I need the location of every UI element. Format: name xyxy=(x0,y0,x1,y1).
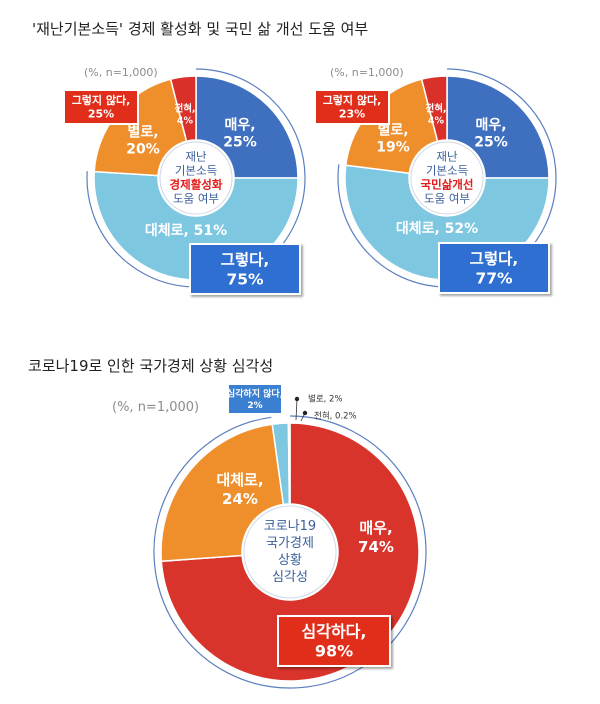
slice-value-2: 20% xyxy=(126,142,160,158)
slice-1 xyxy=(160,423,285,563)
center-label-1: 기본소득 xyxy=(426,164,468,178)
slice-3 xyxy=(169,75,197,143)
slice-value-3: 4% xyxy=(177,115,194,126)
slice-name-0: 매우, xyxy=(475,117,506,133)
callout-dot-3 xyxy=(302,410,308,416)
group-name-0: 그렇다, xyxy=(221,251,270,269)
slice-value-0: 25% xyxy=(223,135,257,151)
callout-label-3: 전혀, 0.2% xyxy=(314,411,357,422)
slice-name-0: 매우, xyxy=(224,117,255,133)
center-label-0: 코로나19 xyxy=(264,519,316,534)
center-label-3: 도움 여부 xyxy=(424,192,470,206)
group-box-1 xyxy=(314,89,390,125)
chart-3-note: (%, n=1,000) xyxy=(112,400,200,415)
group-box-0 xyxy=(438,242,550,294)
callout-label-2: 별로, 2% xyxy=(308,394,343,405)
slice-3 xyxy=(287,422,291,505)
callout-dot-2 xyxy=(294,396,300,402)
center-hole xyxy=(159,141,233,215)
slice-value-1: 24% xyxy=(222,490,258,508)
group-box-0 xyxy=(189,243,301,295)
slice-value-0: 25% xyxy=(474,135,508,151)
chart-3-title: 코로나19로 인한 국가경제 상황 심각성 xyxy=(28,357,274,375)
group-arc xyxy=(153,415,427,689)
chart-1-title: '재난기본소득' 경제 활성화 및 국민 삶 개선 도움 여부 xyxy=(32,20,369,38)
center-label-0: 재난 xyxy=(436,150,458,164)
callout-line-2 xyxy=(295,398,298,421)
center-label-2: 경제활성화 xyxy=(170,178,223,192)
chart-2-note: (%, n=1,000) xyxy=(330,66,404,79)
center-label-2: 국민삶개선 xyxy=(421,178,474,192)
slice-label-1: 대체로, 52% xyxy=(396,221,478,237)
slice-name-3: 전혀, xyxy=(174,103,195,115)
center-label-1: 국가경제 xyxy=(266,536,314,551)
slice-value-3: 4% xyxy=(428,115,445,126)
center-label-0: 재난 xyxy=(185,150,207,164)
group-value-0: 98% xyxy=(315,642,353,661)
slice-2 xyxy=(344,78,439,175)
group-box-1 xyxy=(227,383,283,415)
center-hole xyxy=(410,141,484,215)
slice-value-0: 74% xyxy=(358,538,394,556)
slice-name-3: 전혀, xyxy=(425,103,446,115)
slice-value-2: 19% xyxy=(376,140,410,156)
group-value-1: 25% xyxy=(88,107,114,120)
slice-0 xyxy=(195,75,299,179)
slice-2 xyxy=(93,78,188,177)
group-box-1 xyxy=(63,89,139,125)
center-label-1: 기본소득 xyxy=(175,164,217,178)
group-value-0: 77% xyxy=(475,270,513,288)
group-box-0 xyxy=(277,615,391,667)
group-name-1: 심각하지 않다, xyxy=(227,387,283,399)
group-value-1: 23% xyxy=(339,107,365,120)
slice-name-2: 별로, xyxy=(377,121,408,138)
group-name-1: 그렇지 않다, xyxy=(323,93,382,107)
slice-name-0: 매우, xyxy=(359,519,392,537)
slice-0 xyxy=(446,75,550,179)
slice-label-1: 대체로, 51% xyxy=(145,223,227,239)
group-name-0: 그렇다, xyxy=(470,250,519,268)
center-label-3: 심각성 xyxy=(272,570,308,585)
slice-name-2: 별로, xyxy=(127,123,158,140)
center-label-3: 도움 여부 xyxy=(173,192,219,206)
group-name-1: 그렇지 않다, xyxy=(72,93,131,107)
group-name-0: 심각하다, xyxy=(302,622,367,641)
group-value-1: 2% xyxy=(247,401,262,411)
slice-3 xyxy=(420,75,448,143)
center-hole xyxy=(243,505,337,599)
chart-1-note: (%, n=1,000) xyxy=(84,66,158,79)
group-value-0: 75% xyxy=(226,271,264,289)
center-label-2: 상황 xyxy=(278,553,302,568)
slice-name-1: 대체로, xyxy=(216,471,263,489)
